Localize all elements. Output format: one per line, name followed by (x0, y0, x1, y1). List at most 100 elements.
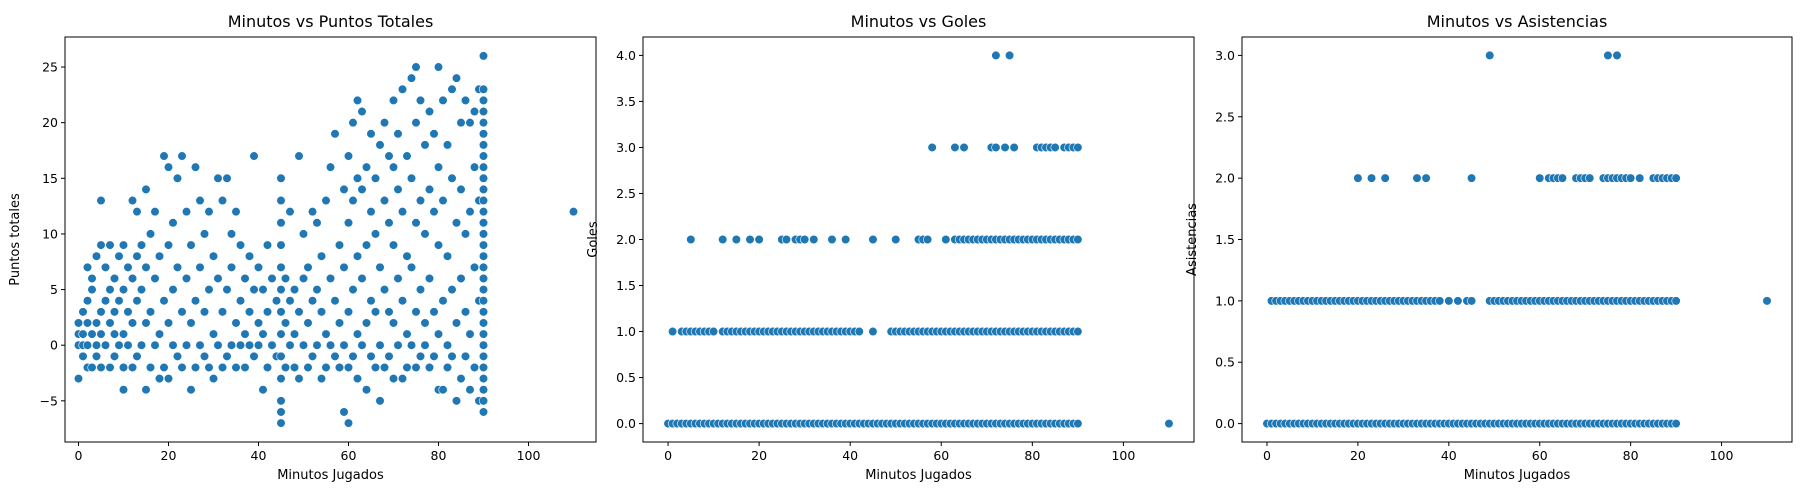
data-point (240, 273, 250, 284)
data-point (927, 142, 937, 153)
data-point (827, 234, 837, 245)
data-point (127, 195, 138, 206)
data-point (96, 240, 106, 250)
data-point (402, 329, 412, 339)
data-point (199, 229, 210, 239)
data-point (105, 284, 115, 295)
data-point (91, 340, 102, 350)
y-tick-label: 0.0 (616, 416, 636, 431)
data-point (276, 407, 286, 417)
data-point (343, 307, 354, 317)
data-point (868, 234, 878, 245)
data-point (478, 351, 489, 361)
y-tick-label: 15 (42, 171, 58, 186)
data-point (204, 207, 214, 217)
y-tick-label: 1.5 (616, 278, 636, 293)
data-point (460, 95, 471, 106)
data-point (923, 234, 933, 245)
data-point (249, 151, 259, 161)
data-point (1073, 326, 1083, 337)
data-point (451, 218, 462, 228)
data-point (280, 362, 291, 373)
data-point (478, 362, 489, 373)
data-point (186, 318, 196, 328)
data-point (411, 218, 421, 228)
data-point (469, 106, 480, 117)
data-point (339, 407, 349, 417)
data-point (433, 240, 444, 250)
data-point (91, 318, 102, 328)
data-point (303, 262, 313, 272)
y-tick-label: 2.5 (616, 186, 636, 201)
data-point (478, 118, 489, 128)
data-point (465, 329, 475, 339)
data-point (307, 296, 318, 306)
data-point (370, 173, 381, 183)
data-point (478, 240, 489, 250)
data-point (478, 229, 489, 239)
data-point (375, 340, 385, 350)
x-tick-label: 40 (1441, 448, 1457, 463)
scatter-points (1262, 50, 1772, 429)
data-point (745, 234, 755, 245)
data-point (343, 362, 354, 373)
data-point (168, 218, 178, 228)
data-point (118, 240, 129, 250)
data-point (667, 326, 678, 337)
data-point (478, 385, 489, 395)
y-tick-label: 25 (42, 60, 58, 75)
data-point (388, 95, 399, 106)
data-point (357, 340, 367, 350)
data-point (438, 95, 448, 106)
data-point (114, 340, 124, 350)
data-point (325, 162, 336, 172)
data-point (891, 234, 901, 245)
data-point (841, 234, 851, 245)
data-point (87, 362, 97, 373)
data-point (411, 307, 421, 317)
data-point (289, 362, 300, 373)
data-point (456, 273, 466, 284)
data-point (82, 318, 93, 328)
y-tick-label: 3.0 (616, 140, 636, 155)
data-point (159, 296, 169, 306)
data-point (276, 195, 286, 206)
data-point (226, 262, 237, 272)
data-point (478, 173, 489, 183)
data-point (1380, 173, 1390, 183)
data-point (123, 340, 133, 350)
data-point (1435, 296, 1445, 306)
data-point (208, 373, 219, 384)
data-point (123, 307, 133, 317)
data-point (456, 118, 466, 128)
data-point (276, 307, 286, 317)
data-point (226, 340, 237, 350)
data-point (226, 229, 237, 239)
y-tick-label: 0 (50, 338, 58, 353)
data-point (478, 207, 489, 217)
data-point (244, 307, 255, 317)
data-point (402, 362, 412, 373)
y-axis-label: Puntos totales (8, 193, 23, 286)
data-point (280, 273, 291, 284)
data-point (442, 340, 453, 350)
data-point (1073, 142, 1083, 153)
data-point (127, 318, 138, 328)
data-point (397, 373, 408, 384)
data-point (1050, 142, 1060, 153)
data-point (568, 207, 579, 217)
data-point (168, 340, 178, 350)
data-point (460, 229, 471, 239)
data-point (393, 273, 403, 284)
x-tick-label: 80 (431, 448, 447, 463)
data-point (136, 340, 147, 350)
data-point (285, 340, 295, 350)
data-point (330, 296, 340, 306)
data-point (868, 326, 878, 337)
data-point (429, 307, 439, 317)
data-point (199, 351, 210, 361)
data-point (451, 396, 462, 406)
data-point (307, 351, 318, 361)
data-point (478, 296, 489, 306)
data-point (118, 329, 129, 339)
